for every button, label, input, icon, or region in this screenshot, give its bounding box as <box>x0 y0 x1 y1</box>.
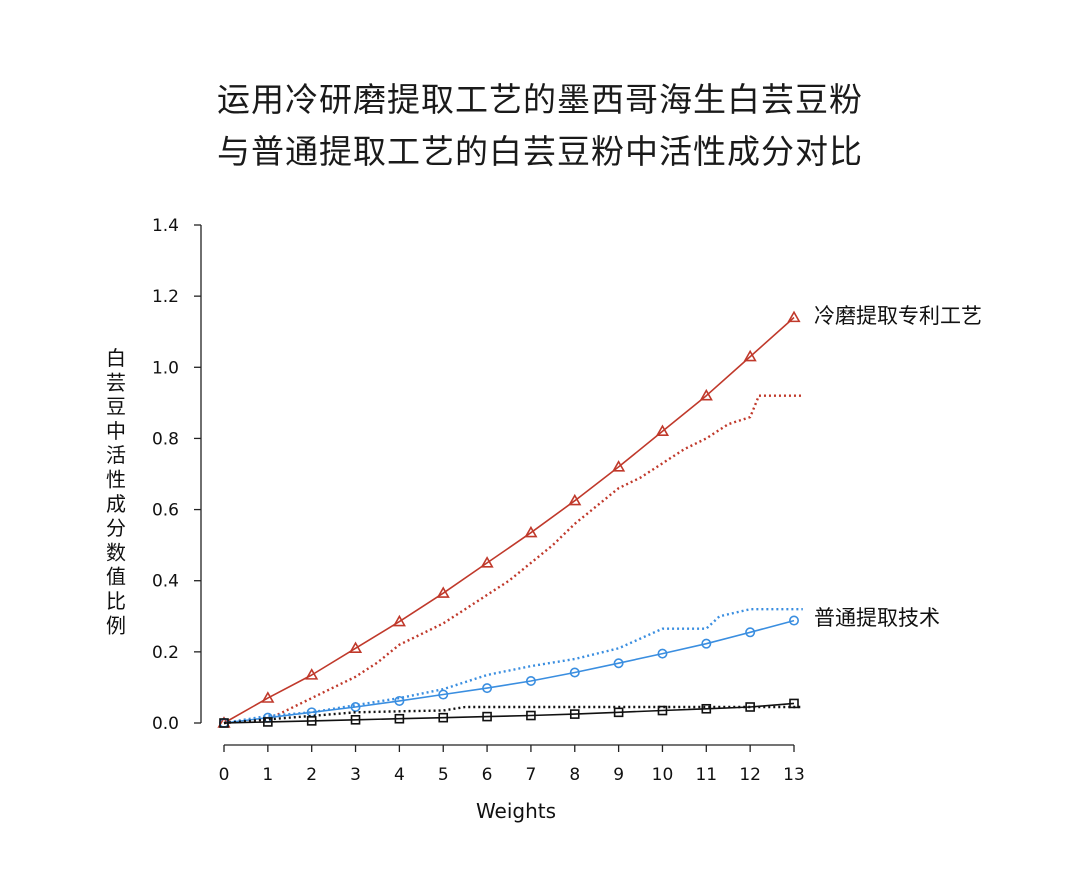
data-point <box>568 493 582 506</box>
x-tick-label: 10 <box>652 765 674 785</box>
data-point <box>612 460 626 472</box>
data-point <box>482 683 493 694</box>
chart-title-line-2: 与普通提取工艺的白芸豆粉中活性成分对比 <box>217 132 863 171</box>
data-point <box>787 310 801 323</box>
data-point <box>743 349 757 362</box>
y-tick-label: 1.4 <box>152 216 179 236</box>
data-point <box>350 714 361 725</box>
y-tick-label: 0.4 <box>152 572 179 592</box>
data-point <box>524 525 538 538</box>
x-tick-label: 7 <box>526 765 537 785</box>
x-tick-label: 2 <box>306 765 317 785</box>
x-tick-label: 11 <box>695 765 717 785</box>
data-point <box>745 627 756 638</box>
data-point <box>392 614 406 627</box>
data-point <box>219 718 229 728</box>
data-point <box>699 388 713 401</box>
x-tick-label: 4 <box>394 765 405 785</box>
data-point <box>394 695 405 706</box>
data-point <box>569 709 580 719</box>
series-line-3 <box>223 608 803 725</box>
x-tick-label: 1 <box>262 765 273 785</box>
series-line-0 <box>223 316 795 724</box>
data-point <box>613 707 624 718</box>
x-tick-label: 3 <box>350 765 361 785</box>
data-point <box>657 648 668 659</box>
chart-title: 运用冷研磨提取工艺的墨西哥海生白芸豆粉 与普通提取工艺的白芸豆粉中活性成分对比 <box>0 74 1080 178</box>
data-point <box>348 641 363 654</box>
data-point <box>480 556 494 568</box>
series-line-1 <box>223 394 803 725</box>
x-tick-label: 13 <box>783 765 805 785</box>
y-tick-label: 1.0 <box>152 358 179 378</box>
y-tick-label: 0.6 <box>152 501 179 521</box>
data-point <box>701 703 712 714</box>
x-axis-title: Weights <box>476 799 556 823</box>
x-tick-label: 5 <box>438 765 449 785</box>
data-point <box>655 424 670 437</box>
data-point <box>305 668 319 680</box>
data-point <box>394 713 405 724</box>
data-point <box>263 717 273 727</box>
data-point <box>569 667 580 678</box>
y-tick-label: 0.2 <box>152 643 179 663</box>
x-tick-label: 9 <box>613 765 624 785</box>
axes: 0.00.20.40.60.81.01.21.40 1 2 3 4 5 6 7 8 9 10 11 12… <box>152 216 805 785</box>
x-tick-label: 8 <box>569 765 580 785</box>
x-tick-label: 12 <box>739 765 761 785</box>
x-tick-label: 6 <box>482 765 493 785</box>
data-point <box>701 638 712 649</box>
data-point <box>613 658 624 669</box>
x-tick-label: 0 <box>219 765 230 785</box>
series-line-4 <box>223 702 795 724</box>
data-point <box>482 711 492 722</box>
data-point <box>436 586 450 598</box>
data-point <box>525 676 536 687</box>
data-point <box>788 615 799 626</box>
y-tick-label: 0.0 <box>152 714 179 734</box>
data-point <box>306 716 317 726</box>
data-point <box>526 710 536 721</box>
chart-title-line-1: 运用冷研磨提取工艺的墨西哥海生白芸豆粉 <box>217 80 863 119</box>
data-point <box>657 705 668 716</box>
y-tick-label: 1.2 <box>152 287 179 307</box>
series-label-0: 冷磨提取专利工艺 <box>814 304 982 328</box>
y-axis-title: 白芸豆中活性成分数值比例 <box>106 346 126 637</box>
series-label-2: 普通提取技术 <box>814 606 940 630</box>
data-point <box>438 712 449 723</box>
y-tick-label: 0.8 <box>152 429 179 449</box>
data-point <box>261 691 275 703</box>
series-layer <box>217 310 803 728</box>
